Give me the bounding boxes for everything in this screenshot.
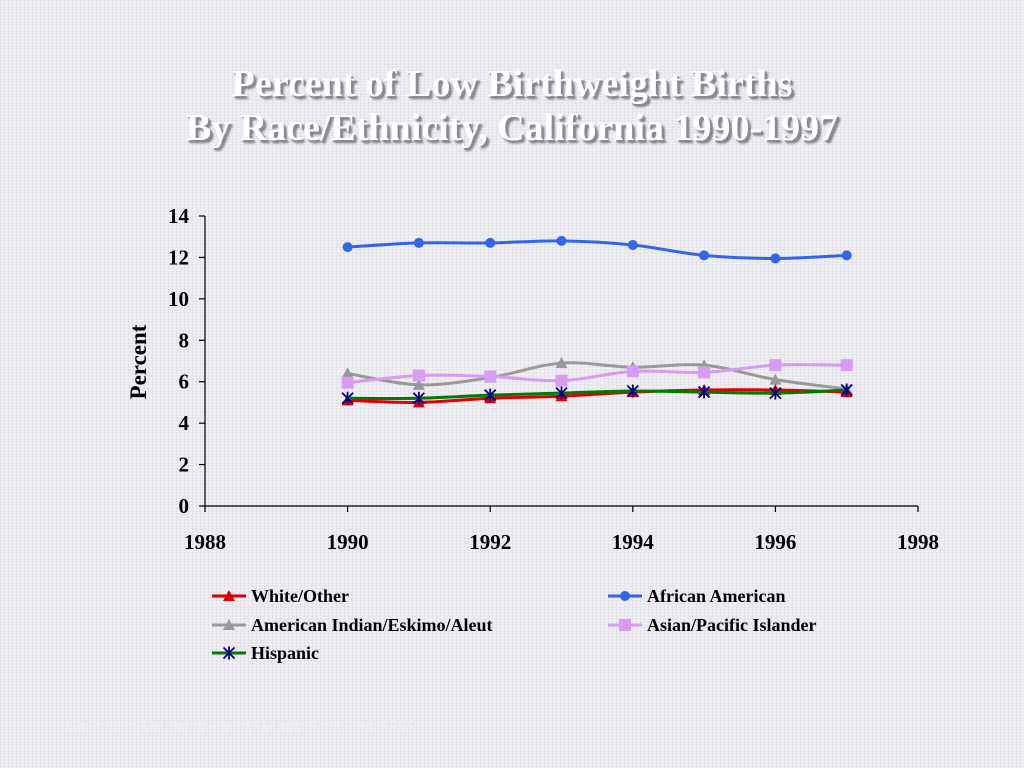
data-point [697,385,711,399]
data-point [769,386,782,400]
data-point [484,388,497,402]
data-point [555,386,568,400]
legend-label: African American [647,586,785,606]
data-point [555,357,568,369]
data-point [627,240,638,250]
x-tick-label: 1988 [184,530,226,554]
y-tick-label: 0 [179,494,190,518]
y-tick-label: 12 [168,245,189,269]
chart-title: Percent of Low Birthweight Births By Rac… [0,62,1024,150]
chart-axes [204,216,918,507]
legend-marker [223,590,235,601]
legend-marker [222,646,236,660]
data-point [555,374,568,387]
data-point [840,359,853,372]
y-tick-label: 14 [168,204,190,228]
x-tick-label: 1990 [327,530,369,554]
legend-label: Hispanic [251,643,319,663]
data-point [556,235,567,246]
data-point [413,237,424,248]
x-tick-label: 1998 [897,530,939,554]
data-point [412,378,425,390]
legend-item: White/Other [212,586,349,606]
data-point [341,376,354,389]
series-line [346,361,849,391]
data-point [769,373,782,385]
title-line-2: By Race/Ethnicity, California 1990-1997 [185,107,839,149]
legend-label: American Indian/Eskimo/Aleut [251,615,493,635]
legend-item: Hispanic [212,643,319,663]
data-point [841,250,852,261]
data-point [840,383,853,397]
series-line [346,239,849,260]
y-tick-label: 2 [179,453,190,477]
chart-series [341,235,853,408]
y-tick-label: 10 [168,287,189,311]
data-point [485,237,496,248]
data-point [341,391,354,405]
title-line-1: Percent of Low Birthweight Births [231,63,793,105]
x-tick-label: 1992 [469,530,511,554]
x-tick-label: 1994 [612,530,655,554]
series-line [346,363,849,385]
y-axis-label: Percent [126,324,151,399]
data-point [412,391,426,405]
y-tick-label: 6 [179,370,190,394]
series-asian-pacific-islander [341,359,853,389]
data-point [341,367,354,379]
data-point [626,365,639,378]
legend-item: Asian/Pacific Islander [608,615,817,635]
source-footer: California Department of Health Services… [66,717,417,736]
x-axis-ticks: 1988 1990 1992 1994 1996 1998 [184,506,939,554]
chart-legend: White/Other African American American Indi… [212,586,817,663]
legend-marker [620,591,630,601]
y-axis-ticks: 0 2 4 6 8 10 12 14 [168,204,205,518]
data-point [699,250,710,261]
series-line [346,388,849,404]
legend-label: Asian/Pacific Islander [647,615,817,635]
y-tick-label: 8 [179,328,190,352]
legend-marker [223,619,235,630]
x-tick-label: 1996 [754,530,796,554]
data-point [698,366,711,379]
data-point [342,242,353,253]
y-tick-label: 4 [179,411,190,435]
data-point [484,370,497,383]
series-african-american [342,235,852,264]
legend-item: African American [608,586,785,606]
legend-label: White/Other [251,586,349,606]
legend-marker [619,619,631,631]
legend-item: American Indian/Eskimo/Aleut [212,615,493,635]
data-point [769,359,782,372]
series-hispanic [341,383,853,405]
data-point [770,253,781,264]
series-line [346,388,849,401]
data-point [412,369,425,382]
data-point [626,384,639,398]
